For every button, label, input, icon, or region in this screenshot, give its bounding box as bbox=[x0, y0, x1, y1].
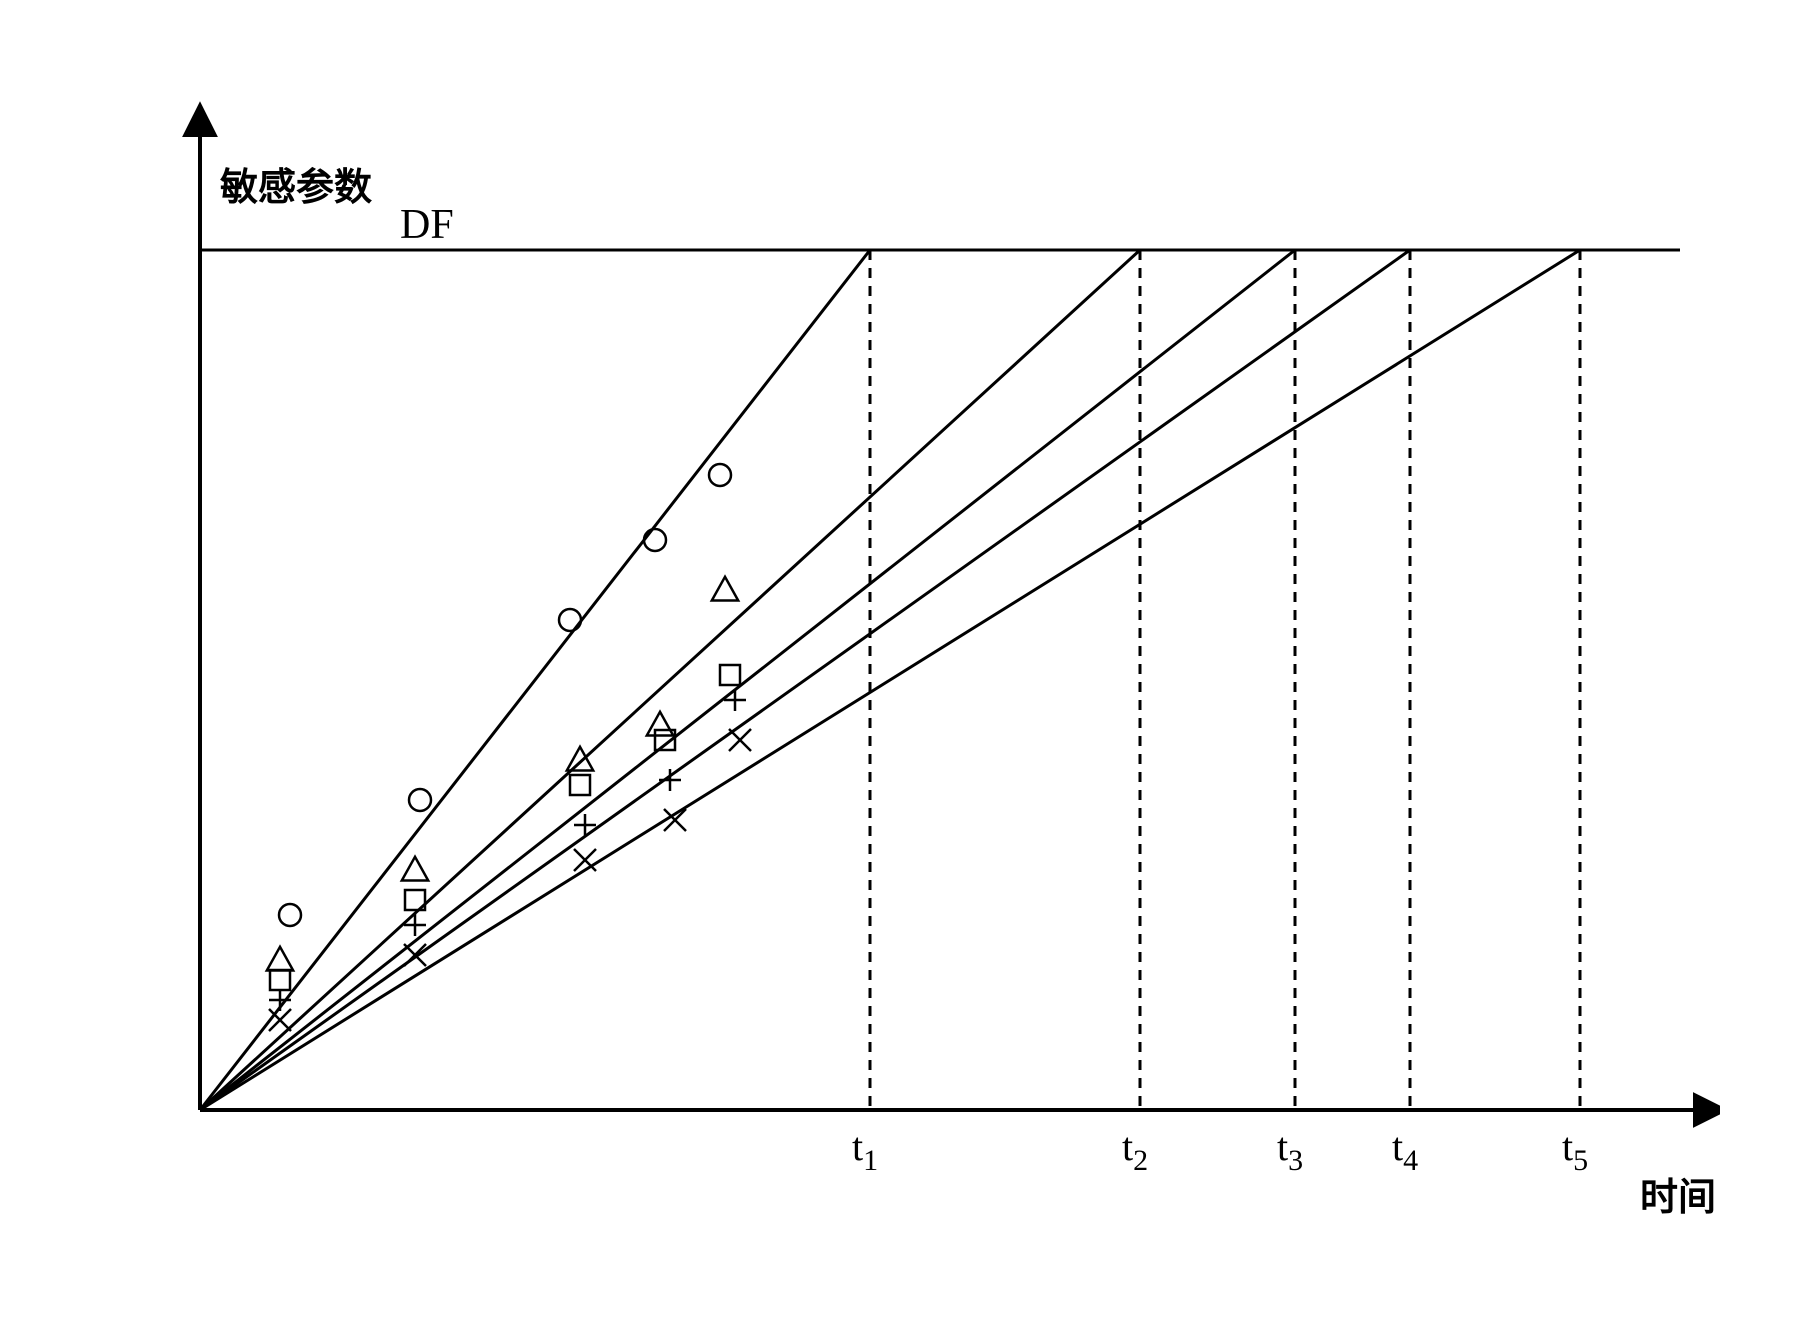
x-tick-label: t4 bbox=[1392, 1124, 1418, 1177]
chart-svg: 敏感参数 DF t1 t2 t3 t4 t5 时间 bbox=[80, 60, 1720, 1260]
x-tick-label: t3 bbox=[1277, 1124, 1303, 1177]
x-tick-label: t5 bbox=[1562, 1124, 1588, 1177]
chart-container: 敏感参数 DF t1 t2 t3 t4 t5 时间 bbox=[80, 60, 1720, 1260]
x-tick-label: t1 bbox=[852, 1124, 878, 1177]
x-axis-label: 时间 bbox=[1640, 1177, 1716, 1219]
y-axis-label: 敏感参数 bbox=[220, 167, 372, 209]
df-label: DF bbox=[400, 202, 454, 248]
x-tick-label: t2 bbox=[1122, 1124, 1148, 1177]
